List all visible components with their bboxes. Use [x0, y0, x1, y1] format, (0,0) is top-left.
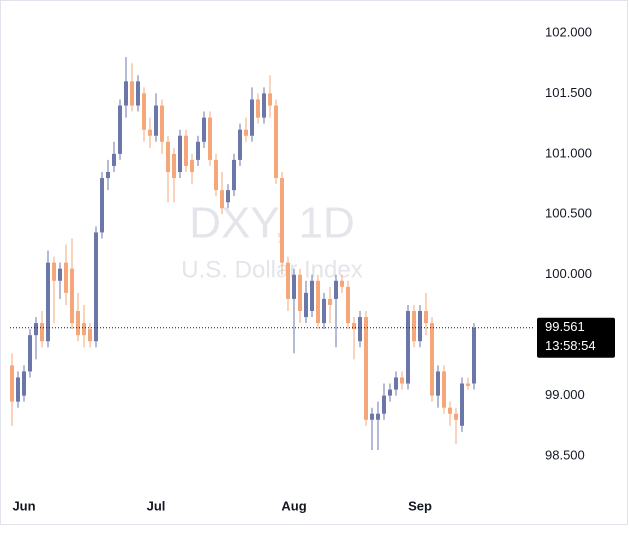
candle-body	[208, 117, 212, 160]
candle-body	[376, 413, 380, 420]
candle-body	[256, 99, 260, 118]
candle-body	[472, 327, 476, 384]
candle-body	[316, 280, 320, 324]
candle-body	[262, 93, 266, 118]
candle-body	[136, 81, 140, 106]
candle-body	[178, 135, 182, 172]
y-tick-label: 100.500	[545, 206, 592, 221]
candle-body	[172, 153, 176, 179]
candle-body	[22, 371, 26, 396]
candle-body	[130, 81, 134, 106]
candle-body	[454, 413, 458, 420]
candle-body	[334, 280, 338, 299]
candle-body	[118, 105, 122, 154]
candle-body	[70, 268, 74, 324]
candle-body	[40, 323, 44, 342]
candle-body	[466, 383, 470, 386]
candle-body	[196, 141, 200, 160]
candle-body	[100, 178, 104, 233]
candle-body	[82, 323, 86, 336]
candle-body	[268, 93, 272, 106]
candle-body	[358, 317, 362, 342]
y-tick-label: 100.000	[545, 266, 592, 281]
candle-body	[88, 329, 92, 342]
candle-body	[436, 371, 440, 396]
candle-body	[184, 135, 188, 166]
candle-body	[106, 171, 110, 179]
candle-body	[202, 117, 206, 142]
candle-body	[214, 159, 218, 191]
candle-body	[142, 93, 146, 130]
y-tick-label: 99.000	[545, 387, 585, 402]
x-tick-label: Jul	[147, 498, 166, 513]
candle-body	[340, 280, 344, 287]
candle-body	[346, 286, 350, 324]
candle-body	[28, 335, 32, 372]
chart-frame	[0, 0, 628, 525]
candle-body	[280, 178, 284, 263]
candle-body	[148, 129, 152, 136]
candle-body	[10, 365, 14, 402]
candle-body	[52, 262, 56, 281]
candle-body	[394, 377, 398, 390]
candle-body	[310, 280, 314, 311]
candle-body	[160, 105, 164, 142]
candle-body	[424, 310, 428, 324]
candle-body	[166, 141, 170, 172]
candle-body	[232, 159, 236, 191]
y-tick-label: 98.500	[545, 447, 585, 462]
x-tick-label: Jun	[12, 498, 35, 513]
y-tick-label: 101.500	[545, 85, 592, 100]
candle-body	[34, 323, 38, 336]
candle-body	[388, 389, 392, 396]
candle-body	[412, 310, 416, 342]
last-price-label: 99.561	[545, 319, 585, 334]
x-tick-label: Sep	[408, 498, 432, 513]
candle-body	[238, 129, 242, 160]
candle-body	[382, 395, 386, 414]
candle-body	[298, 274, 302, 311]
candle-body	[274, 105, 278, 179]
candle-body	[406, 310, 410, 384]
candle-body	[286, 262, 290, 299]
candle-body	[58, 268, 62, 281]
candle-body	[154, 105, 158, 136]
candle-body	[448, 407, 452, 414]
candle-body	[328, 298, 332, 305]
candle-body	[226, 190, 230, 203]
candle-body	[220, 190, 224, 209]
candle-body	[460, 383, 464, 426]
candle-body	[442, 371, 446, 408]
candle-body	[400, 377, 404, 384]
candle-body	[46, 262, 50, 342]
candle-body	[190, 159, 194, 172]
candle-body	[418, 310, 422, 342]
candle-body	[76, 310, 80, 336]
candle-body	[94, 232, 98, 342]
candle-body	[322, 298, 326, 324]
watermark-title: DXY, 1D	[189, 199, 355, 248]
candle-body	[64, 262, 68, 293]
candle-body	[370, 413, 374, 420]
candle-body	[16, 377, 20, 402]
candle-body	[292, 274, 296, 299]
candle-body	[304, 292, 308, 318]
x-tick-label: Aug	[281, 498, 306, 513]
candle-body	[124, 81, 128, 106]
candle-body	[244, 129, 248, 136]
candle-body	[352, 323, 356, 330]
candle-body	[364, 317, 368, 420]
last-price-box	[537, 317, 615, 358]
y-tick-label: 102.000	[545, 24, 592, 39]
candle-body	[430, 323, 434, 396]
y-tick-label: 101.000	[545, 145, 592, 160]
candle-body	[112, 153, 116, 166]
countdown-label: 13:58:54	[545, 338, 596, 353]
candle-body	[250, 99, 254, 136]
watermark-subtitle: U.S. Dollar Index	[181, 256, 362, 283]
